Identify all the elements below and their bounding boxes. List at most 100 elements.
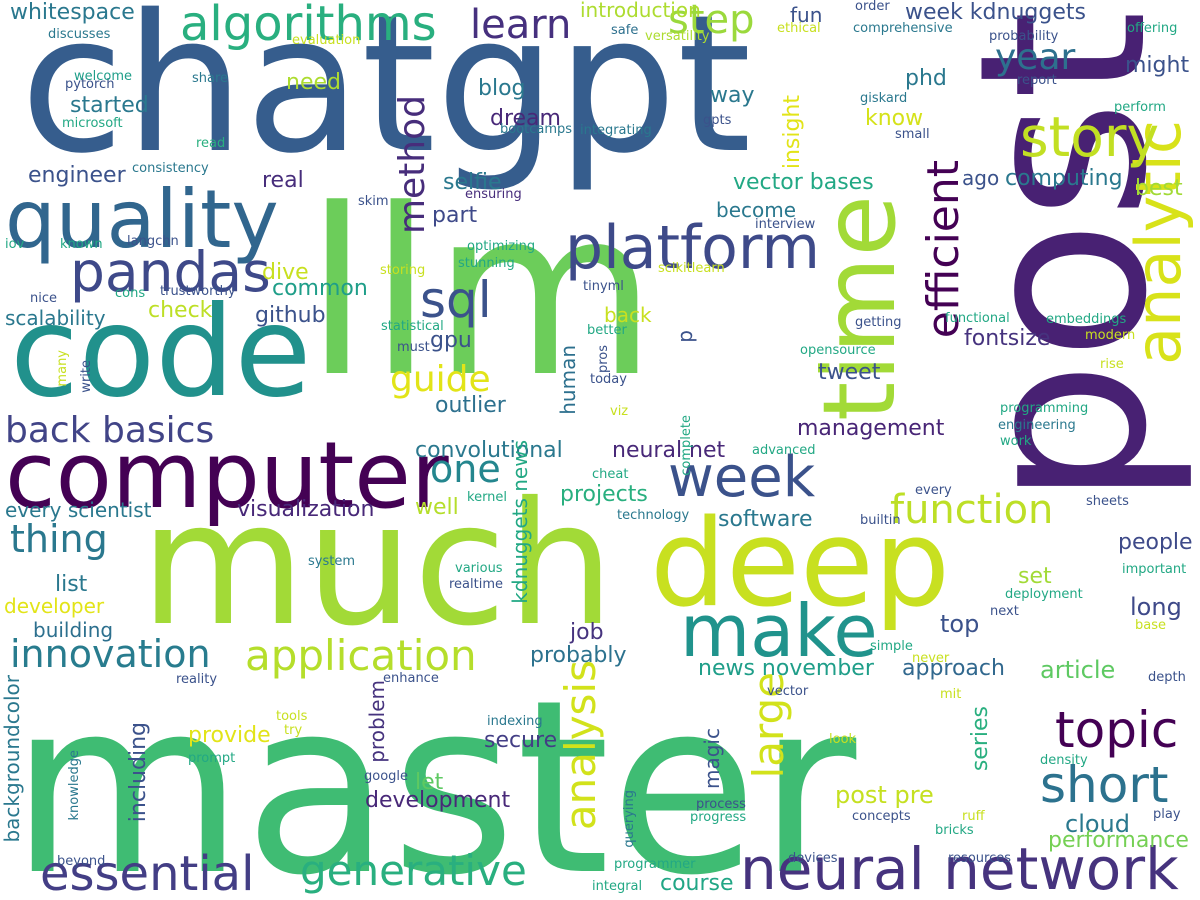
word-getting: getting xyxy=(855,315,902,330)
word-every: every xyxy=(915,483,952,498)
word-engineering: engineering xyxy=(998,418,1076,433)
word-consistency: consistency xyxy=(132,161,209,176)
word-skim: skim xyxy=(358,194,389,209)
word-today: today xyxy=(590,372,627,387)
word-much: much xyxy=(140,466,615,664)
word-people: people xyxy=(1118,530,1193,555)
word-provide: provide xyxy=(188,723,271,748)
word-write: write xyxy=(79,360,94,393)
word-beyond: beyond xyxy=(57,854,106,869)
word-code: code xyxy=(10,280,312,425)
word-common: common xyxy=(272,276,368,301)
word-problem: problem xyxy=(365,680,389,763)
word-optimizing: optimizing xyxy=(467,239,536,254)
word-scalability: scalability xyxy=(5,306,106,330)
word-need: need xyxy=(286,70,341,95)
word-computer: computer xyxy=(5,422,449,529)
word-back: back xyxy=(604,303,652,327)
word-human: human xyxy=(556,345,580,415)
word-google: google xyxy=(364,769,409,784)
word-scikitlearn: scikitlearn xyxy=(658,261,725,276)
word-never: never xyxy=(912,651,950,666)
word-opensource: opensource xyxy=(800,343,876,358)
word-viz: viz xyxy=(610,404,629,419)
word-vector-bases: vector bases xyxy=(733,170,874,195)
word-course: course xyxy=(660,871,734,896)
word-prompt: prompt xyxy=(188,751,236,766)
word-learn: learn xyxy=(470,2,572,48)
word-versatility: versatility xyxy=(645,29,710,44)
word-depth: depth xyxy=(1148,670,1186,685)
word-innovation: innovation xyxy=(10,632,211,676)
word-next: next xyxy=(990,604,1019,619)
word-querying: querying xyxy=(622,790,637,848)
word-news-november: news november xyxy=(698,656,874,681)
word-comprehensive: comprehensive xyxy=(853,21,953,36)
word-indexing: indexing xyxy=(487,714,543,729)
word-guide: guide xyxy=(390,359,491,400)
word-well: well xyxy=(415,495,459,520)
word-modern: modern xyxy=(1085,328,1136,343)
word-bootcamps: bootcamps xyxy=(500,122,573,137)
word-rise: rise xyxy=(1100,357,1124,372)
word-make: make xyxy=(680,589,878,673)
word-chatgpt: chatgpt xyxy=(20,0,752,195)
word-pros: pros xyxy=(596,345,611,374)
word-magic: magic xyxy=(700,728,724,789)
word-computing: computing xyxy=(1005,166,1123,191)
word-way: way xyxy=(710,83,755,108)
word-github: github xyxy=(255,303,326,328)
word-process: process xyxy=(696,797,746,812)
word-density: density xyxy=(1040,753,1088,768)
word-fun: fun xyxy=(790,3,823,27)
word-short: short xyxy=(1040,756,1169,814)
word-pytorch: pytorch xyxy=(65,77,115,92)
word-method: method xyxy=(392,95,433,235)
word-resources: resources xyxy=(948,851,1012,866)
word-best: best xyxy=(1135,176,1183,201)
word-important: important xyxy=(1122,562,1187,577)
word-progress: progress xyxy=(690,810,747,825)
word-share: share xyxy=(192,71,229,86)
word-development: development xyxy=(365,788,511,813)
word-backgroundcolor: backgroundcolor xyxy=(0,675,24,843)
word-performance: performance xyxy=(1048,828,1189,853)
word-step: step xyxy=(668,0,755,43)
word-embeddings: embeddings xyxy=(1046,312,1127,327)
word-bricks: bricks xyxy=(935,823,974,838)
word-read: read xyxy=(196,136,226,151)
word-llm: llm xyxy=(305,161,657,428)
word-cloud: cloud xyxy=(1065,810,1130,838)
word-many: many xyxy=(55,350,70,387)
word-various: various xyxy=(455,561,503,576)
word-thing: thing xyxy=(10,517,108,561)
word-probability: probability xyxy=(989,29,1059,44)
word-order: order xyxy=(855,0,890,14)
word-blog: blog xyxy=(478,76,526,101)
word-one: one xyxy=(430,447,501,491)
word-p: p xyxy=(673,330,697,343)
word-post-pre: post pre xyxy=(835,781,934,809)
word-back-basics: back basics xyxy=(5,410,215,451)
word-might: might xyxy=(1125,53,1190,78)
word-vector: vector xyxy=(767,684,809,699)
word-real: real xyxy=(262,168,304,193)
word-approach: approach xyxy=(902,656,1005,681)
word-dive: dive xyxy=(262,260,309,285)
word-insight: insight xyxy=(780,95,805,170)
word-topic: topic xyxy=(1055,701,1179,759)
word-probably: probably xyxy=(530,643,627,668)
word-deployment: deployment xyxy=(1005,587,1083,602)
word-enhance: enhance xyxy=(383,671,439,686)
word-tools: tools xyxy=(276,709,308,724)
word-tinyml: tinyml xyxy=(583,279,624,294)
word-part: part xyxy=(432,203,478,228)
word-iov: iov xyxy=(5,237,25,252)
word-visualization: visualization xyxy=(237,497,375,522)
word-ruff: ruff xyxy=(962,809,985,824)
word-function: function xyxy=(890,487,1054,533)
word-started: started xyxy=(70,93,149,118)
word-cons: cons xyxy=(115,286,146,301)
word-selfie: selfie xyxy=(443,170,502,195)
